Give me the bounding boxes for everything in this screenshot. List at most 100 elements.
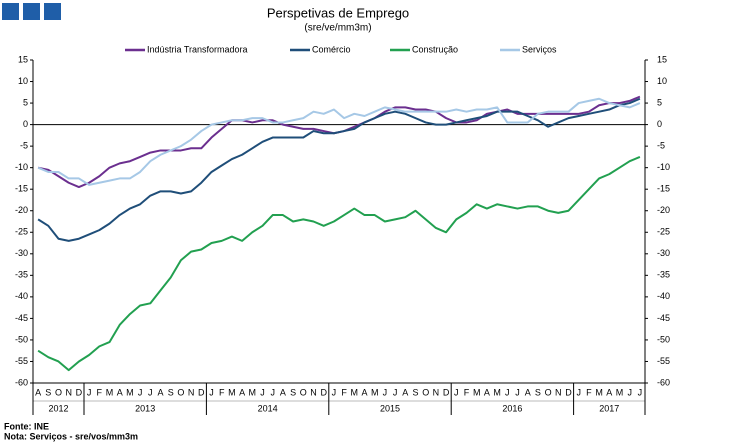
- x-tick-label: M: [493, 387, 501, 397]
- x-tick-label: A: [280, 387, 286, 397]
- x-tick-label: O: [177, 387, 184, 397]
- y2-tick-label: -15: [657, 184, 670, 194]
- x-tick-label: J: [209, 387, 214, 397]
- y2-tick-label: 5: [657, 97, 662, 107]
- y-tick-label: -50: [15, 334, 28, 344]
- x-tick-label: N: [188, 387, 195, 397]
- y2-tick-label: -40: [657, 291, 670, 301]
- x-tick-label: D: [320, 387, 327, 397]
- y2-tick-label: -10: [657, 162, 670, 172]
- x-tick-label: O: [545, 387, 552, 397]
- y2-tick-label: -60: [657, 377, 670, 387]
- x-tick-label: J: [576, 387, 581, 397]
- x-tick-label: N: [555, 387, 562, 397]
- x-tick-label: A: [525, 387, 531, 397]
- y-tick-label: 0: [23, 119, 28, 129]
- x-tick-label: J: [383, 387, 388, 397]
- x-tick-label: A: [606, 387, 612, 397]
- x-tick-label: S: [168, 387, 174, 397]
- x-tick-label: A: [361, 387, 367, 397]
- x-tick-label: J: [148, 387, 153, 397]
- x-tick-label: J: [332, 387, 337, 397]
- year-label: 2016: [502, 403, 522, 413]
- y-tick-label: 15: [18, 54, 28, 64]
- x-tick-label: O: [422, 387, 429, 397]
- legend-label: Construção: [412, 44, 458, 54]
- x-tick-label: F: [219, 387, 225, 397]
- x-tick-label: J: [454, 387, 459, 397]
- x-tick-label: D: [198, 387, 205, 397]
- x-tick-label: M: [106, 387, 114, 397]
- x-tick-label: F: [341, 387, 347, 397]
- year-label: 2017: [599, 403, 619, 413]
- legend-label: Comércio: [312, 44, 351, 54]
- y2-tick-label: -30: [657, 248, 670, 258]
- x-tick-label: M: [595, 387, 603, 397]
- x-tick-label: M: [126, 387, 134, 397]
- y-tick-label: -55: [15, 356, 28, 366]
- note: Nota: Serviços - sre/vos/mm3m: [4, 431, 138, 441]
- year-label: 2015: [380, 403, 400, 413]
- y2-tick-label: -45: [657, 313, 670, 323]
- x-tick-label: A: [239, 387, 245, 397]
- y2-tick-label: -20: [657, 205, 670, 215]
- logo-square: [2, 3, 19, 20]
- chart-title: Perspetivas de Emprego: [267, 5, 409, 20]
- x-tick-label: J: [505, 387, 510, 397]
- x-tick-label: D: [76, 387, 83, 397]
- legend-label: Serviços: [522, 44, 557, 54]
- year-label: 2013: [135, 403, 155, 413]
- x-tick-label: O: [55, 387, 62, 397]
- x-tick-label: S: [412, 387, 418, 397]
- y2-tick-label: -35: [657, 270, 670, 280]
- x-tick-label: N: [433, 387, 440, 397]
- series-line: [37, 95, 641, 189]
- chart-subtitle: (sre/ve/mm3m): [304, 23, 371, 34]
- x-tick-label: S: [535, 387, 541, 397]
- year-label: 2014: [258, 403, 278, 413]
- series-line: [37, 97, 641, 242]
- x-tick-label: F: [586, 387, 592, 397]
- y-tick-label: -10: [15, 162, 28, 172]
- series-line: [37, 155, 641, 372]
- x-tick-label: J: [638, 387, 643, 397]
- series-line: [37, 97, 641, 186]
- y-tick-label: -15: [15, 184, 28, 194]
- x-tick-label: J: [260, 387, 265, 397]
- y2-tick-label: 10: [657, 76, 667, 86]
- y-tick-label: -60: [15, 377, 28, 387]
- x-tick-label: O: [300, 387, 307, 397]
- x-tick-label: J: [138, 387, 143, 397]
- source: Fonte: INE: [4, 421, 49, 431]
- x-tick-label: M: [351, 387, 359, 397]
- x-tick-label: J: [270, 387, 275, 397]
- x-tick-label: A: [157, 387, 163, 397]
- x-tick-label: J: [393, 387, 398, 397]
- x-tick-label: D: [443, 387, 450, 397]
- x-tick-label: F: [464, 387, 470, 397]
- y2-tick-label: 15: [657, 54, 667, 64]
- y2-tick-label: 0: [657, 119, 662, 129]
- y2-tick-label: -55: [657, 356, 670, 366]
- x-tick-label: J: [87, 387, 92, 397]
- logo-square: [44, 3, 61, 20]
- x-tick-label: M: [228, 387, 236, 397]
- y-tick-label: -5: [20, 141, 28, 151]
- y-tick-label: 10: [18, 76, 28, 86]
- x-tick-label: F: [97, 387, 103, 397]
- x-tick-label: S: [290, 387, 296, 397]
- x-tick-label: J: [627, 387, 632, 397]
- x-tick-label: A: [35, 387, 41, 397]
- y2-tick-label: -5: [657, 141, 665, 151]
- x-tick-label: D: [565, 387, 572, 397]
- x-tick-label: J: [515, 387, 520, 397]
- year-label: 2012: [48, 403, 68, 413]
- x-tick-label: S: [45, 387, 51, 397]
- x-tick-label: A: [402, 387, 408, 397]
- logo-square: [23, 3, 40, 20]
- y2-tick-label: -25: [657, 227, 670, 237]
- x-tick-label: A: [484, 387, 490, 397]
- legend-label: Indústria Transformadora: [147, 44, 248, 54]
- x-tick-label: M: [249, 387, 257, 397]
